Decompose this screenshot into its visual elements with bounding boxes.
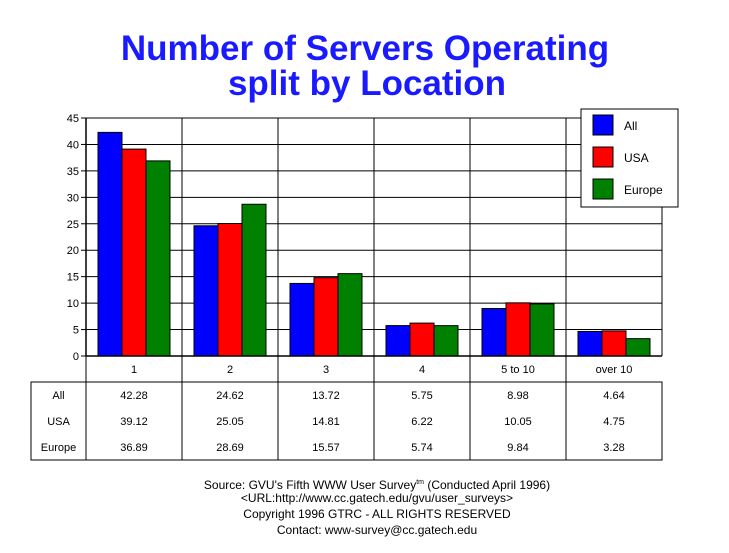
table-cell-all-1: 42.28 (120, 390, 148, 402)
footer-trademark: tm (416, 479, 424, 486)
legend-swatch-usa (592, 146, 614, 168)
bar-group (97, 131, 651, 357)
y-tick-label-45: 45 (67, 113, 79, 125)
table-cell-all-5-to-10: 8.98 (507, 390, 528, 402)
y-tick-label-0: 0 (73, 351, 79, 363)
bar-europe-4 (433, 325, 459, 357)
y-tick-label-40: 40 (67, 139, 79, 151)
data-table: 1 2 3 4 5 to 10 over 10 All 42.28 24.62 13.72 5.75… (30, 356, 663, 461)
x-category-label-5-to-10: 5 to 10 (501, 364, 535, 376)
bar-all-over-10 (577, 330, 603, 357)
y-tick-label-5: 5 (73, 325, 79, 337)
table-cell-usa-4: 6.22 (411, 416, 432, 428)
footer-url: <URL:http://www.cc.gatech.edu/gvu/user_s… (241, 491, 513, 505)
bar-europe-3 (337, 273, 363, 357)
table-cell-europe-5-to-10: 9.84 (507, 442, 528, 454)
y-tick-label-35: 35 (67, 166, 79, 178)
bar-usa-4 (409, 322, 435, 357)
table-row-label-europe: Europe (41, 442, 76, 454)
x-category-label-over-10: over 10 (596, 364, 633, 376)
bar-europe-1 (145, 160, 171, 357)
bar-all-2 (193, 225, 219, 357)
x-category-label-2: 2 (227, 364, 233, 376)
legend-swatch-all (592, 114, 614, 136)
legend-label-all: All (624, 119, 637, 133)
bar-usa-over-10 (601, 330, 627, 357)
x-category-label-4: 4 (419, 364, 425, 376)
y-axis-ticks: 0 5 10 15 20 25 30 35 40 45 (67, 113, 86, 363)
legend-label-usa: USA (624, 151, 649, 165)
gridlines (86, 117, 662, 357)
table-row-label-all: All (52, 390, 64, 402)
legend-swatch-europe (592, 178, 614, 200)
bar-europe-over-10 (625, 338, 651, 357)
bar-europe-5-to-10 (529, 303, 555, 357)
bar-usa-3 (313, 277, 339, 357)
x-category-label-1: 1 (131, 364, 137, 376)
table-cell-usa-over-10: 4.75 (603, 416, 624, 428)
table-cell-all-2: 24.62 (216, 390, 244, 402)
footer-contact: Contact: www-survey@cc.gatech.edu (277, 523, 477, 537)
legend-label-europe: Europe (624, 183, 663, 197)
bar-all-4 (385, 325, 411, 357)
y-tick-label-15: 15 (67, 272, 79, 284)
y-tick-label-20: 20 (67, 245, 79, 257)
bar-usa-2 (217, 223, 243, 357)
table-cell-all-4: 5.75 (411, 390, 432, 402)
footer-conducted: (Conducted April 1996) (424, 478, 550, 492)
chart-subtitle: split by Location (228, 64, 506, 103)
table-cell-all-3: 13.72 (312, 390, 340, 402)
chart-title: Number of Servers Operating (121, 29, 609, 68)
table-cell-europe-1: 36.89 (120, 442, 148, 454)
bar-all-3 (289, 282, 315, 357)
bar-europe-2 (241, 203, 267, 357)
table-border (30, 381, 663, 461)
bar-usa-1 (121, 148, 147, 357)
footer: Source: GVU's Fifth WWW User Surveytm (C… (204, 478, 550, 537)
table-cell-usa-5-to-10: 10.05 (504, 416, 532, 428)
y-tick-label-25: 25 (67, 219, 79, 231)
bar-all-5-to-10 (481, 308, 507, 357)
table-cell-all-over-10: 4.64 (603, 390, 624, 402)
legend: All USA Europe (580, 108, 679, 208)
table-cell-europe-over-10: 3.28 (603, 442, 624, 454)
table-cell-usa-1: 39.12 (120, 416, 148, 428)
table-cell-usa-3: 14.81 (312, 416, 340, 428)
table-cell-europe-2: 28.69 (216, 442, 244, 454)
footer-copyright: Copyright 1996 GTRC - ALL RIGHTS RESERVE… (243, 507, 511, 521)
y-tick-label-10: 10 (67, 298, 79, 310)
table-row-label-usa: USA (47, 416, 70, 428)
bar-all-1 (97, 131, 123, 357)
table-cell-europe-4: 5.74 (411, 442, 432, 454)
bar-usa-5-to-10 (505, 302, 531, 357)
footer-source: Source: GVU's Fifth WWW User Surveytm (C… (204, 478, 550, 492)
footer-source-text: Source: GVU's Fifth WWW User Survey (204, 478, 416, 492)
table-cell-usa-2: 25.05 (216, 416, 244, 428)
table-cell-europe-3: 15.57 (312, 442, 340, 454)
y-tick-label-30: 30 (67, 192, 79, 204)
x-category-label-3: 3 (323, 364, 329, 376)
